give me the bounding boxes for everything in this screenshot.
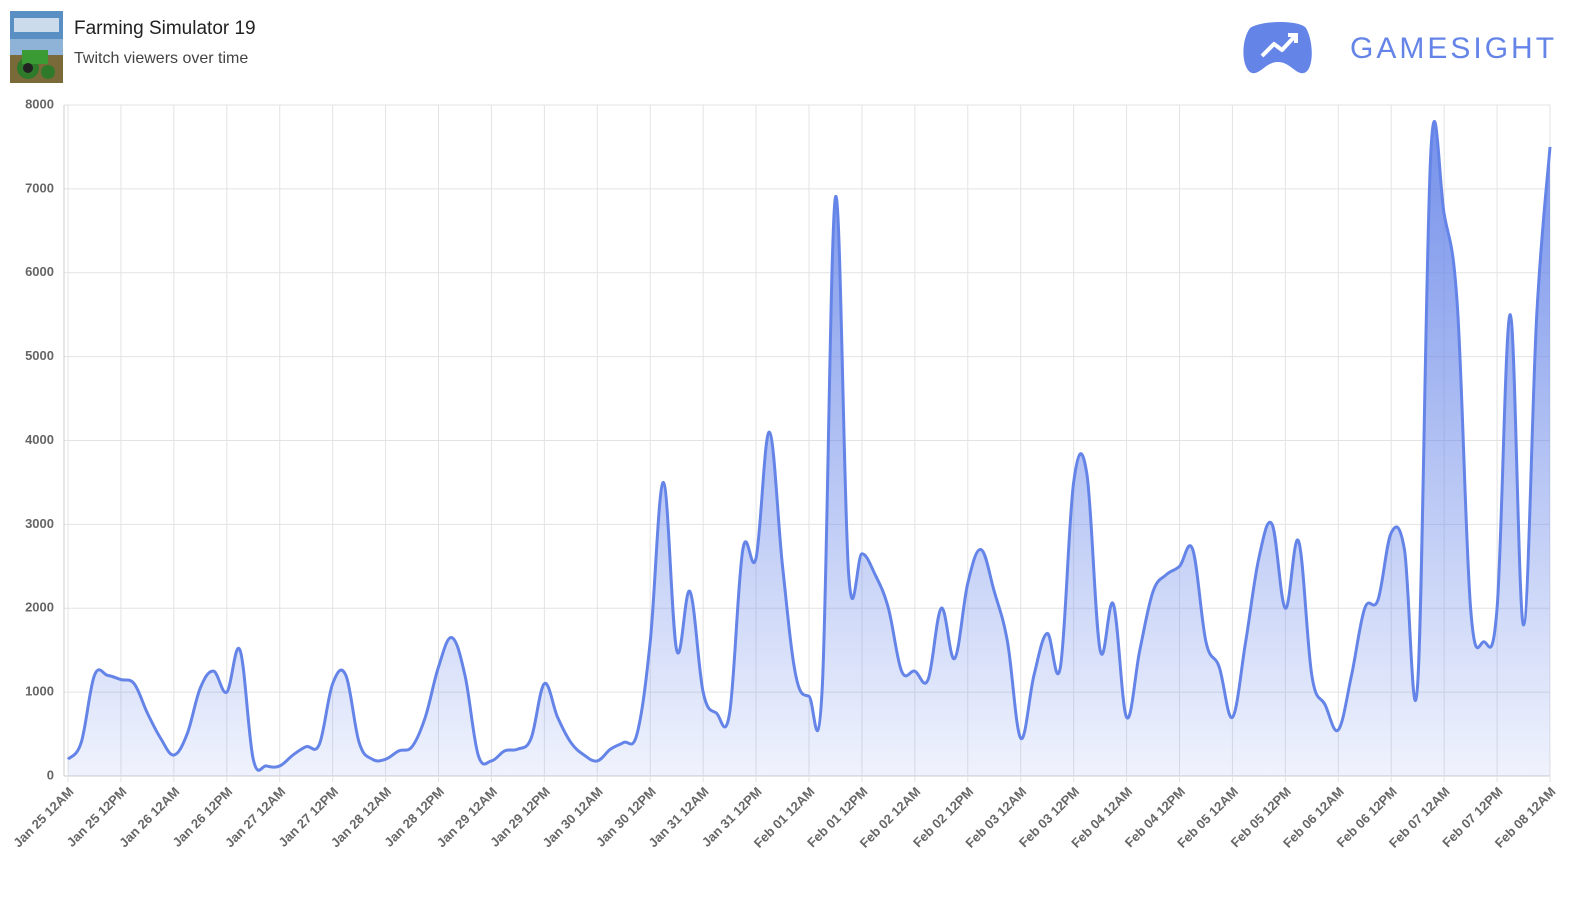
y-tick-label: 0	[47, 767, 54, 782]
y-tick-label: 8000	[25, 96, 54, 111]
y-tick-label: 4000	[25, 432, 54, 447]
y-tick-label: 2000	[25, 600, 54, 615]
y-tick-label: 1000	[25, 684, 54, 699]
game-thumbnail	[10, 11, 63, 83]
y-tick-label: 7000	[25, 180, 54, 195]
y-tick-label: 5000	[25, 348, 54, 363]
y-tick-label: 3000	[25, 516, 54, 531]
brand-name: GAMESIGHT	[1350, 32, 1557, 65]
brand-logo	[1243, 22, 1312, 74]
chart-title: Farming Simulator 19	[74, 18, 256, 39]
chart-subtitle: Twitch viewers over time	[74, 50, 248, 67]
y-tick-label: 6000	[25, 264, 54, 279]
line	[66, 119, 1552, 772]
area-fill	[68, 121, 1550, 776]
